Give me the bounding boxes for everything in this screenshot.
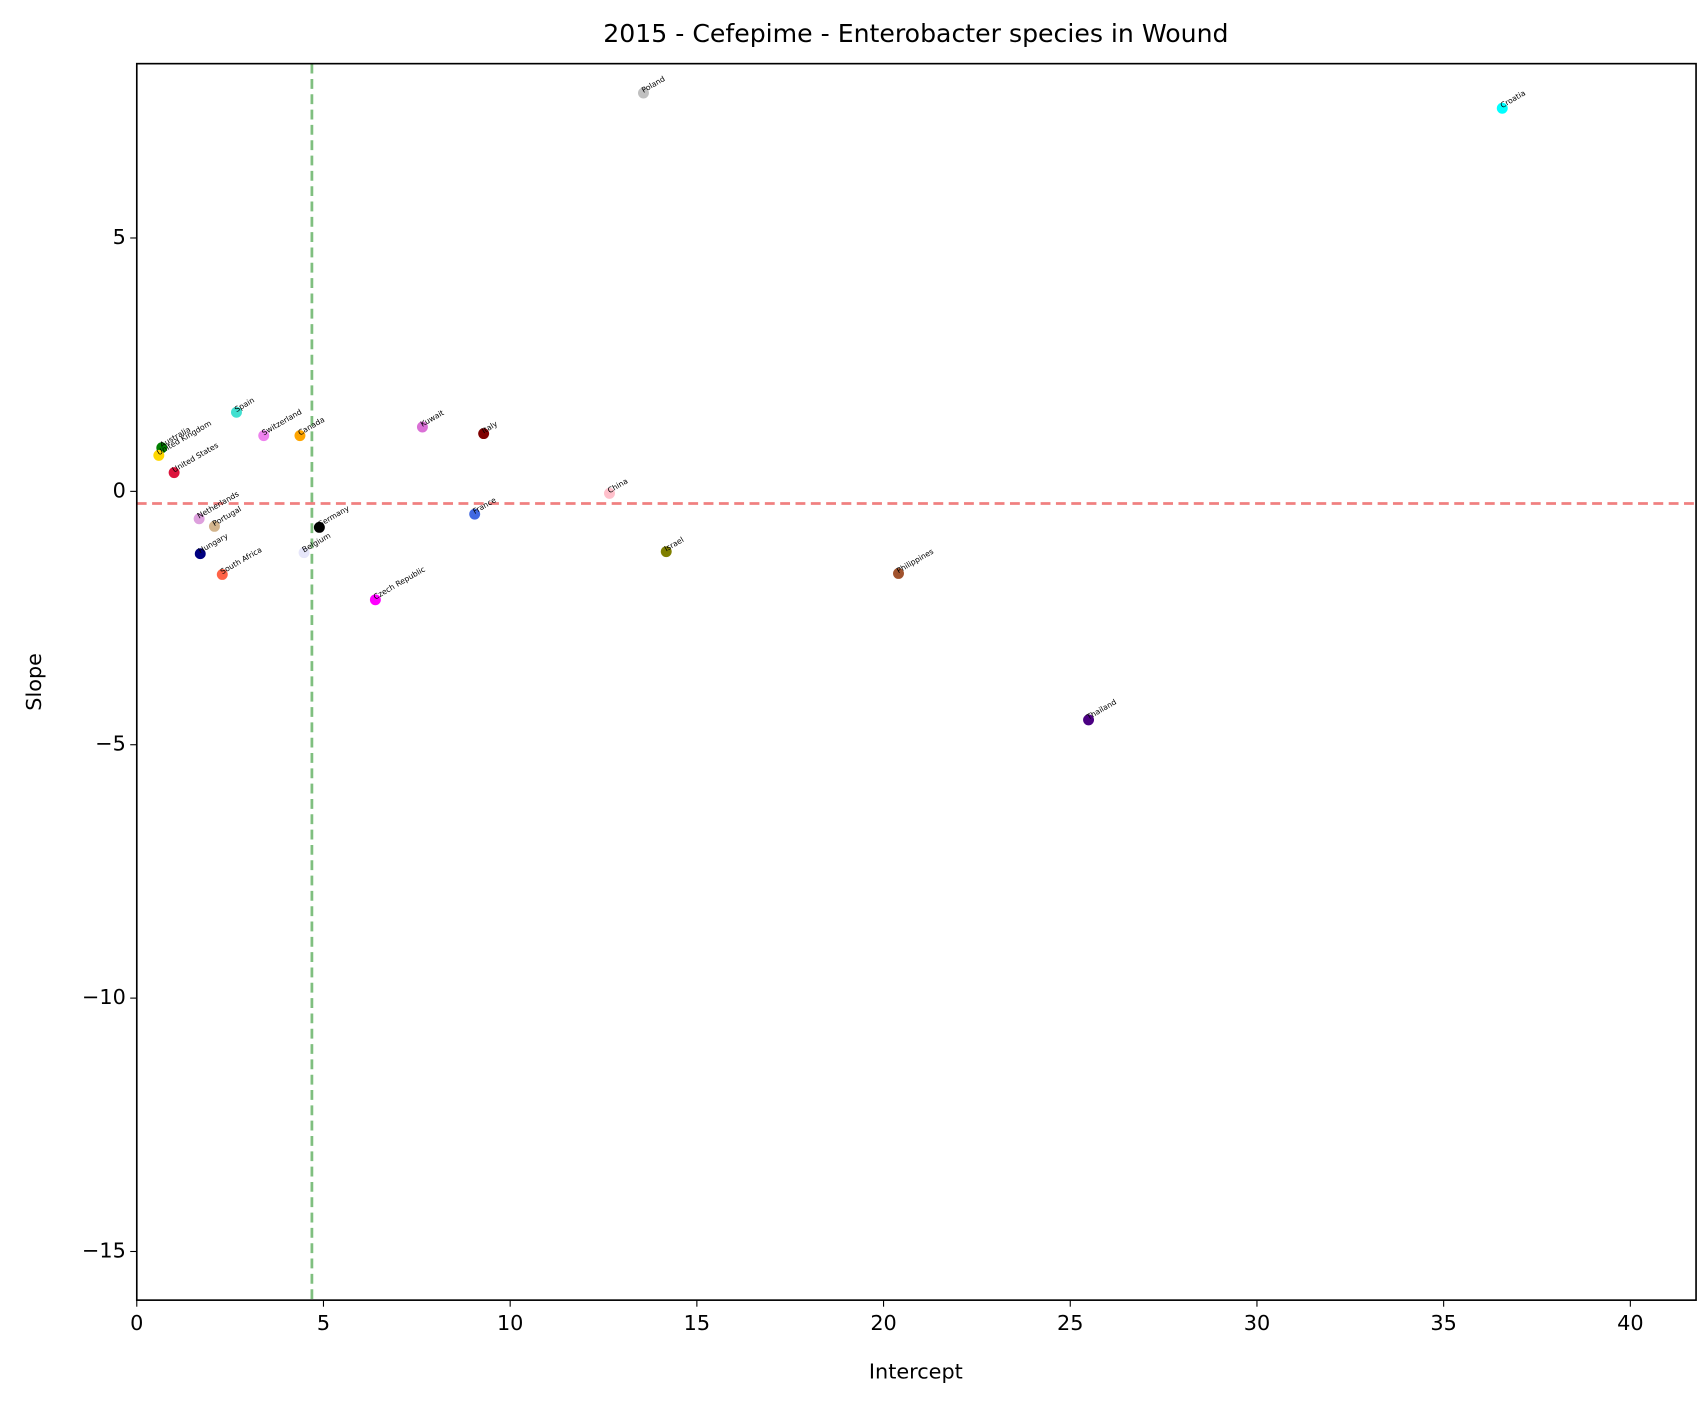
y-tick-label: −10 [82,985,126,1009]
point [294,430,306,442]
point [469,508,481,520]
x-axis-label: Intercept [869,1359,963,1383]
x-tick-label: 20 [870,1311,896,1335]
point [478,428,490,440]
point [1496,102,1508,114]
x-tick-label: 30 [1244,1311,1270,1335]
point [1083,714,1095,726]
y-axis-label: Slope [22,653,46,711]
point [193,513,205,525]
point [168,467,180,479]
point [216,568,228,580]
point [637,87,649,99]
x-tick-label: 40 [1617,1311,1643,1335]
y-tick-label: 5 [113,225,126,249]
point [604,487,615,499]
point [258,430,270,442]
point [231,406,242,418]
plot-frame [135,62,1697,1301]
point [153,449,165,461]
chart-title: 2015 - Cefepime - Enterobacter species i… [603,19,1228,48]
point [313,521,325,533]
x-tick-label: 15 [684,1311,710,1335]
point [208,520,220,532]
point [298,547,310,559]
point [416,421,428,433]
y-tick-label: 0 [113,478,126,502]
point [660,546,672,558]
x-tick-label: 25 [1057,1311,1083,1335]
point [369,594,381,606]
x-tick-label: 35 [1430,1311,1456,1335]
y-tick-label: −15 [82,1238,126,1262]
point [194,548,206,560]
x-tick-label: 10 [497,1311,523,1335]
x-tick-label: 5 [317,1311,330,1335]
y-tick-label: −5 [95,732,126,756]
x-tick-label: 0 [130,1311,143,1335]
point [893,567,904,579]
